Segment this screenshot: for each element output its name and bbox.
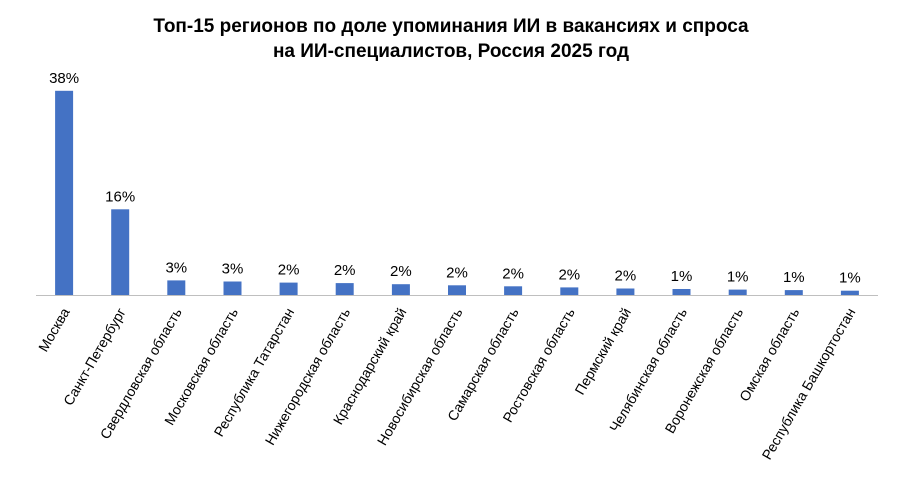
bar [279,282,298,296]
bar [728,289,747,296]
bars-layer [55,90,859,296]
data-label: 3% [222,261,244,278]
bar [784,290,803,296]
data-label: 3% [165,259,187,276]
chart-title-line-2: на ИИ-специалистов, Россия 2025 год [272,41,630,62]
chart-title: Топ-15 регионов по доле упоминания ИИ в … [0,14,902,64]
category-tick-label: Москва [35,305,73,355]
data-label: 1% [671,268,693,285]
data-label: 2% [446,264,468,281]
chart-title-line-1: Топ-15 регионов по доле упоминания ИИ в … [153,16,749,37]
bar [167,280,186,296]
bar [55,90,74,296]
bar [448,285,466,296]
data-label: 2% [502,265,524,282]
data-label: 2% [390,263,412,280]
data-label: 2% [615,268,637,285]
data-label: 1% [783,269,805,286]
data-labels-layer: 38% 16% 3% 3% 2% 2% 2% 2% 2% 2% 2% 1% 1% 1% 1% [49,70,861,287]
data-label: 1% [727,269,749,286]
data-label: 2% [278,262,300,279]
category-tick-label: Республика Башкортостан [758,305,858,462]
bar [504,286,523,296]
bar [335,283,354,296]
data-label: 2% [334,262,356,279]
data-label: 2% [558,266,580,283]
category-tick-label: Санкт-Петербург [60,305,129,408]
data-label: 1% [839,270,861,287]
bar [672,289,691,296]
bar [616,288,635,296]
bar [111,209,130,296]
data-label: 38% [49,70,79,87]
data-label: 16% [105,188,135,205]
bar [391,284,410,296]
bar [223,281,242,296]
bar [560,287,579,296]
category-tick-label: Пермский край [571,305,634,397]
bar [840,290,859,296]
category-tick-label: Омская область [736,305,802,404]
